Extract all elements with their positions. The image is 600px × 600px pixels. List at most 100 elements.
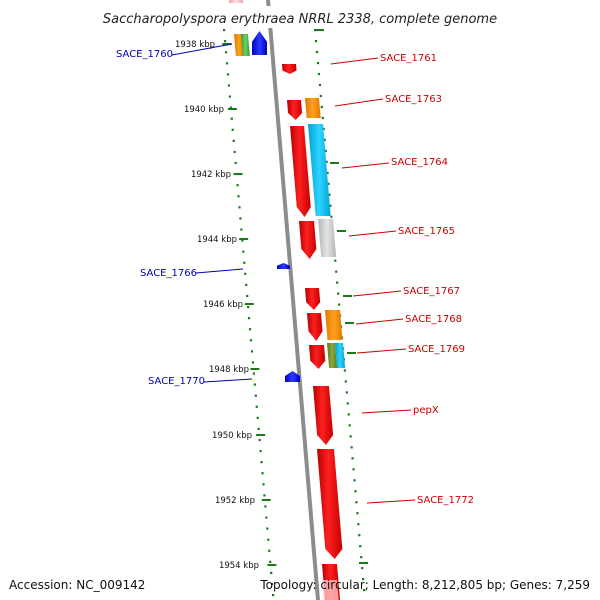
tick-label: 1952 kbp xyxy=(215,496,255,506)
track-dot xyxy=(234,161,237,165)
genome-backbone xyxy=(266,0,320,600)
track-dot xyxy=(362,578,365,581)
gene-label-forward[interactable]: SACE_1763 xyxy=(385,94,442,105)
track-dot xyxy=(260,461,263,464)
track-dot xyxy=(345,391,348,394)
gene-label-forward[interactable]: SACE_1767 xyxy=(403,286,460,297)
gene-feature xyxy=(335,343,346,368)
leader-line xyxy=(203,378,253,383)
track-dot xyxy=(351,457,354,460)
gene-feature xyxy=(317,449,343,559)
track-dot xyxy=(229,106,232,109)
track-dot xyxy=(268,549,271,552)
tick-label: 1946 kbp xyxy=(203,300,243,310)
track-dot xyxy=(223,29,226,32)
leader-line xyxy=(195,268,244,274)
track-dot xyxy=(243,261,246,264)
gene-feature xyxy=(287,100,303,120)
track-dot xyxy=(318,83,322,87)
map-title: Saccharopolyspora erythraea NRRL 2338, c… xyxy=(103,12,497,27)
gene-label-reverse[interactable]: SACE_1770 xyxy=(148,376,205,387)
track-dot xyxy=(264,505,267,508)
track-dot xyxy=(267,538,270,541)
track-dot xyxy=(354,490,357,493)
track-dot xyxy=(247,317,251,320)
track-dot xyxy=(250,350,254,353)
track-dot xyxy=(326,171,329,174)
track-dot xyxy=(361,567,364,570)
leader-line xyxy=(330,57,379,65)
track-dot xyxy=(357,523,360,526)
gene-feature xyxy=(307,313,323,341)
track-dot xyxy=(249,339,253,342)
tick-label: 1944 kbp xyxy=(197,235,237,245)
label-leader-lines xyxy=(171,43,416,504)
track-dot xyxy=(270,571,273,575)
gene-label-forward[interactable]: SACE_1769 xyxy=(408,344,465,355)
tick-label: 1950 kbp xyxy=(212,431,252,441)
track-dot xyxy=(358,534,361,537)
topology-text: Topology: circular; Length: 8,212,805 bp… xyxy=(260,578,590,592)
track-dot xyxy=(231,128,234,131)
track-dot xyxy=(338,303,341,306)
track-dot xyxy=(322,127,325,131)
gene-label-forward[interactable]: SACE_1761 xyxy=(380,53,437,64)
track-dot xyxy=(316,61,320,65)
track-dot xyxy=(327,182,330,185)
track-dot xyxy=(319,94,322,98)
track-dot xyxy=(244,272,247,275)
gene-label-forward[interactable]: pepX xyxy=(413,405,439,416)
track-dot xyxy=(227,84,231,87)
track-dot xyxy=(228,95,231,98)
title-backdrop xyxy=(80,6,520,28)
track-dot xyxy=(265,516,268,519)
track-dot xyxy=(259,449,262,453)
track-dot xyxy=(336,281,339,284)
track-dot xyxy=(350,446,353,449)
track-dot xyxy=(352,468,355,471)
track-dot xyxy=(238,206,241,209)
gene-labels: SACE_1760 SACE_1761 SACE_1763 SACE_1764 … xyxy=(116,49,474,506)
track-dot xyxy=(348,424,351,427)
track-dot xyxy=(233,150,236,154)
track-dot xyxy=(355,501,358,504)
gene-label-forward[interactable]: SACE_1765 xyxy=(398,226,455,237)
track-dot xyxy=(334,259,337,262)
gene-label-reverse[interactable]: SACE_1760 xyxy=(116,49,173,60)
gene-features xyxy=(229,0,346,600)
accession-text: Accession: NC_009142 xyxy=(9,578,146,592)
track-dot xyxy=(251,361,255,364)
gene-feature xyxy=(252,31,267,55)
gene-feature xyxy=(229,0,244,3)
track-dot xyxy=(349,435,352,438)
track-dot xyxy=(269,560,272,563)
track-dot xyxy=(255,405,258,408)
tick-label: 1942 kbp xyxy=(191,170,231,180)
gene-label-forward[interactable]: SACE_1764 xyxy=(391,157,448,168)
track-dot xyxy=(252,372,255,375)
track-dot xyxy=(241,239,244,242)
track-dot xyxy=(225,62,229,65)
leader-line xyxy=(356,348,407,354)
gene-label-forward[interactable]: SACE_1772 xyxy=(417,495,474,506)
leader-line xyxy=(341,162,390,169)
tick-label: 1954 kbp xyxy=(219,561,259,571)
tick-labels: 1938 kbp 1940 kbp 1942 kbp 1944 kbp 1946… xyxy=(175,40,259,571)
track-dot xyxy=(321,116,324,120)
track-dot xyxy=(347,413,350,416)
scale-ticks xyxy=(222,29,368,566)
track-dot xyxy=(242,250,245,253)
track-dot xyxy=(359,545,362,548)
gene-label-reverse[interactable]: SACE_1766 xyxy=(140,268,197,279)
track-dot xyxy=(315,50,319,54)
tick-label: 1948 kbp xyxy=(209,365,249,375)
gene-label-forward[interactable]: SACE_1768 xyxy=(405,314,462,325)
track-dot xyxy=(335,270,338,273)
track-dot xyxy=(256,416,259,419)
track-dot xyxy=(226,73,230,76)
track-dot xyxy=(363,589,366,592)
tick-label: 1938 kbp xyxy=(175,40,215,50)
leader-line xyxy=(361,409,412,414)
track-dot xyxy=(324,149,327,152)
track-dot xyxy=(248,328,252,331)
